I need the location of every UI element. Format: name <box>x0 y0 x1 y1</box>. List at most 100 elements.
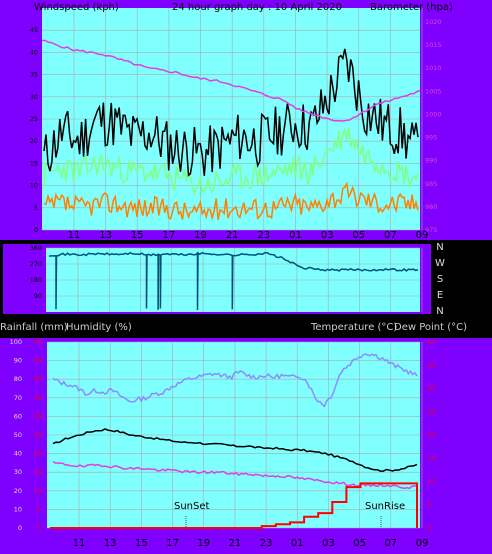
temp-grid <box>47 341 423 529</box>
wind-time-tick: 13 <box>99 230 112 241</box>
wind-time-tick: 21 <box>226 230 239 241</box>
temp-time-ticks: 11 13 15 17 19 21 23 01 03 05 07 09 <box>73 538 429 549</box>
rainfall-line <box>50 482 418 529</box>
barometer-tick-label: 1015 <box>425 41 442 49</box>
wind-tick-label: 15 <box>30 159 38 167</box>
barometer-tick-label: 1020 <box>425 18 442 26</box>
wind-axis-ticks: 0 5 10 15 20 25 30 35 40 45 <box>30 26 38 234</box>
humidity-tick-label: 80 <box>14 375 22 383</box>
temp-time-tick: 07 <box>384 538 397 549</box>
rain-tick-label: 5 <box>36 505 40 513</box>
wind-time-tick: 07 <box>384 230 397 241</box>
humidity-tick-label: 70 <box>14 394 22 402</box>
humidity-line <box>52 353 418 408</box>
compass-w: W <box>435 258 445 269</box>
rainfall-axis-title: Rainfall (mm) <box>0 322 68 333</box>
direction-tick-label: 270 <box>30 260 42 268</box>
direction-tick-label: 180 <box>30 276 42 284</box>
humidity-tick-label: 90 <box>14 357 22 365</box>
humidity-tick-label: 10 <box>14 505 22 513</box>
sunset-label: SunSet <box>174 501 210 512</box>
rain-tick-label: 30 <box>34 412 42 420</box>
compass-e: E <box>437 290 443 301</box>
barometer-axis-ticks: 975 980 985 990 995 1000 1005 1010 1015 1020 <box>425 18 442 234</box>
temperature-tick-label: 20 <box>427 431 435 439</box>
rain-tick-label: 40 <box>34 375 42 383</box>
temp-time-tick: 23 <box>260 538 273 549</box>
humidity-axis-ticks: 0 10 20 30 40 50 60 70 80 90 100 <box>10 338 22 532</box>
temp-time-tick: 05 <box>353 538 366 549</box>
wind-time-tick: 11 <box>68 230 81 241</box>
gust-line <box>43 48 419 177</box>
temp-time-tick: 03 <box>322 538 335 549</box>
compass-n: N <box>436 242 443 253</box>
rain-axis-ticks: 0 5 10 15 20 25 30 35 40 45 50 <box>34 338 42 532</box>
direction-tick-label: 360 <box>30 244 42 252</box>
wind-time-tick: 03 <box>321 230 334 241</box>
humidity-tick-label: 40 <box>14 450 22 458</box>
compass-s: S <box>437 274 443 285</box>
humidity-tick-label: 100 <box>10 338 22 346</box>
temp-time-tick: 19 <box>197 538 210 549</box>
direction-axis-ticks: 360 270 180 90 <box>30 244 42 300</box>
wind-direction-line <box>48 251 419 311</box>
humidity-tick-label: 60 <box>14 412 22 420</box>
rain-tick-label: 15 <box>34 468 42 476</box>
wind-tick-label: 25 <box>30 115 38 123</box>
avg-wind-line <box>43 127 419 197</box>
rain-tick-label: 20 <box>34 450 42 458</box>
humidity-tick-label: 30 <box>14 468 22 476</box>
temperature-axis-title: Temperature (°C) <box>310 322 397 333</box>
temp-time-tick: 11 <box>73 538 86 549</box>
dew-point-axis-title: Dew Point (°C) <box>394 322 467 333</box>
rain-tick-label: 25 <box>34 431 42 439</box>
temperature-tick-label: 15 <box>427 454 435 462</box>
humidity-tick-label: 50 <box>14 431 22 439</box>
temperature-tick-label: 25 <box>427 408 435 416</box>
wind-time-tick: 05 <box>352 230 365 241</box>
temperature-tick-label: 35 <box>427 361 435 369</box>
temperature-line <box>52 428 418 472</box>
temperature-tick-label: 30 <box>427 385 435 393</box>
wind-tick-label: 0 <box>34 226 38 234</box>
rain-tick-label: 0 <box>36 524 40 532</box>
barometer-line <box>41 39 421 122</box>
barometer-tick-label: 985 <box>425 180 437 188</box>
wind-time-tick: 01 <box>289 230 302 241</box>
temp-time-tick: 21 <box>229 538 242 549</box>
direction-tick-label: 90 <box>34 292 42 300</box>
humidity-tick-label: 20 <box>14 487 22 495</box>
temp-time-tick: 13 <box>104 538 117 549</box>
barometer-tick-label: 975 <box>425 226 437 234</box>
wind-tick-label: 20 <box>30 137 38 145</box>
barometer-axis-title: Barometer (hpa) <box>370 2 453 13</box>
temperature-tick-label: 5 <box>427 501 431 509</box>
wind-tick-label: 45 <box>30 26 38 34</box>
barometer-tick-label: 980 <box>425 203 437 211</box>
temperature-axis-ticks: 0 5 10 15 20 25 30 35 40 <box>427 338 435 532</box>
humidity-axis-title: Humidity (%) <box>66 322 132 333</box>
temperature-tick-label: 0 <box>427 524 431 532</box>
wind-tick-label: 10 <box>30 182 38 190</box>
barometer-tick-label: 1010 <box>425 64 442 72</box>
temp-time-tick: 15 <box>135 538 148 549</box>
compass-n: N <box>436 306 443 317</box>
barometer-tick-label: 995 <box>425 134 437 142</box>
graph-title: 24 hour graph day : 10 April 2020 <box>172 2 342 13</box>
wind-tick-label: 40 <box>30 48 38 56</box>
barometer-tick-label: 990 <box>425 157 437 165</box>
sunrise-label: SunRise <box>365 501 405 512</box>
rain-tick-label: 50 <box>34 338 42 346</box>
rain-tick-label: 10 <box>34 487 42 495</box>
wind-time-tick: 09 <box>416 230 429 241</box>
wind-tick-label: 5 <box>34 204 38 212</box>
temp-time-tick: 09 <box>416 538 429 549</box>
wind-time-ticks: 11 13 15 17 19 21 23 01 03 05 07 09 <box>68 230 429 241</box>
rain-tick-label: 45 <box>34 357 42 365</box>
temp-time-tick: 17 <box>166 538 179 549</box>
wind-time-tick: 23 <box>257 230 270 241</box>
wind-time-tick: 17 <box>163 230 176 241</box>
rain-tick-label: 35 <box>34 394 42 402</box>
